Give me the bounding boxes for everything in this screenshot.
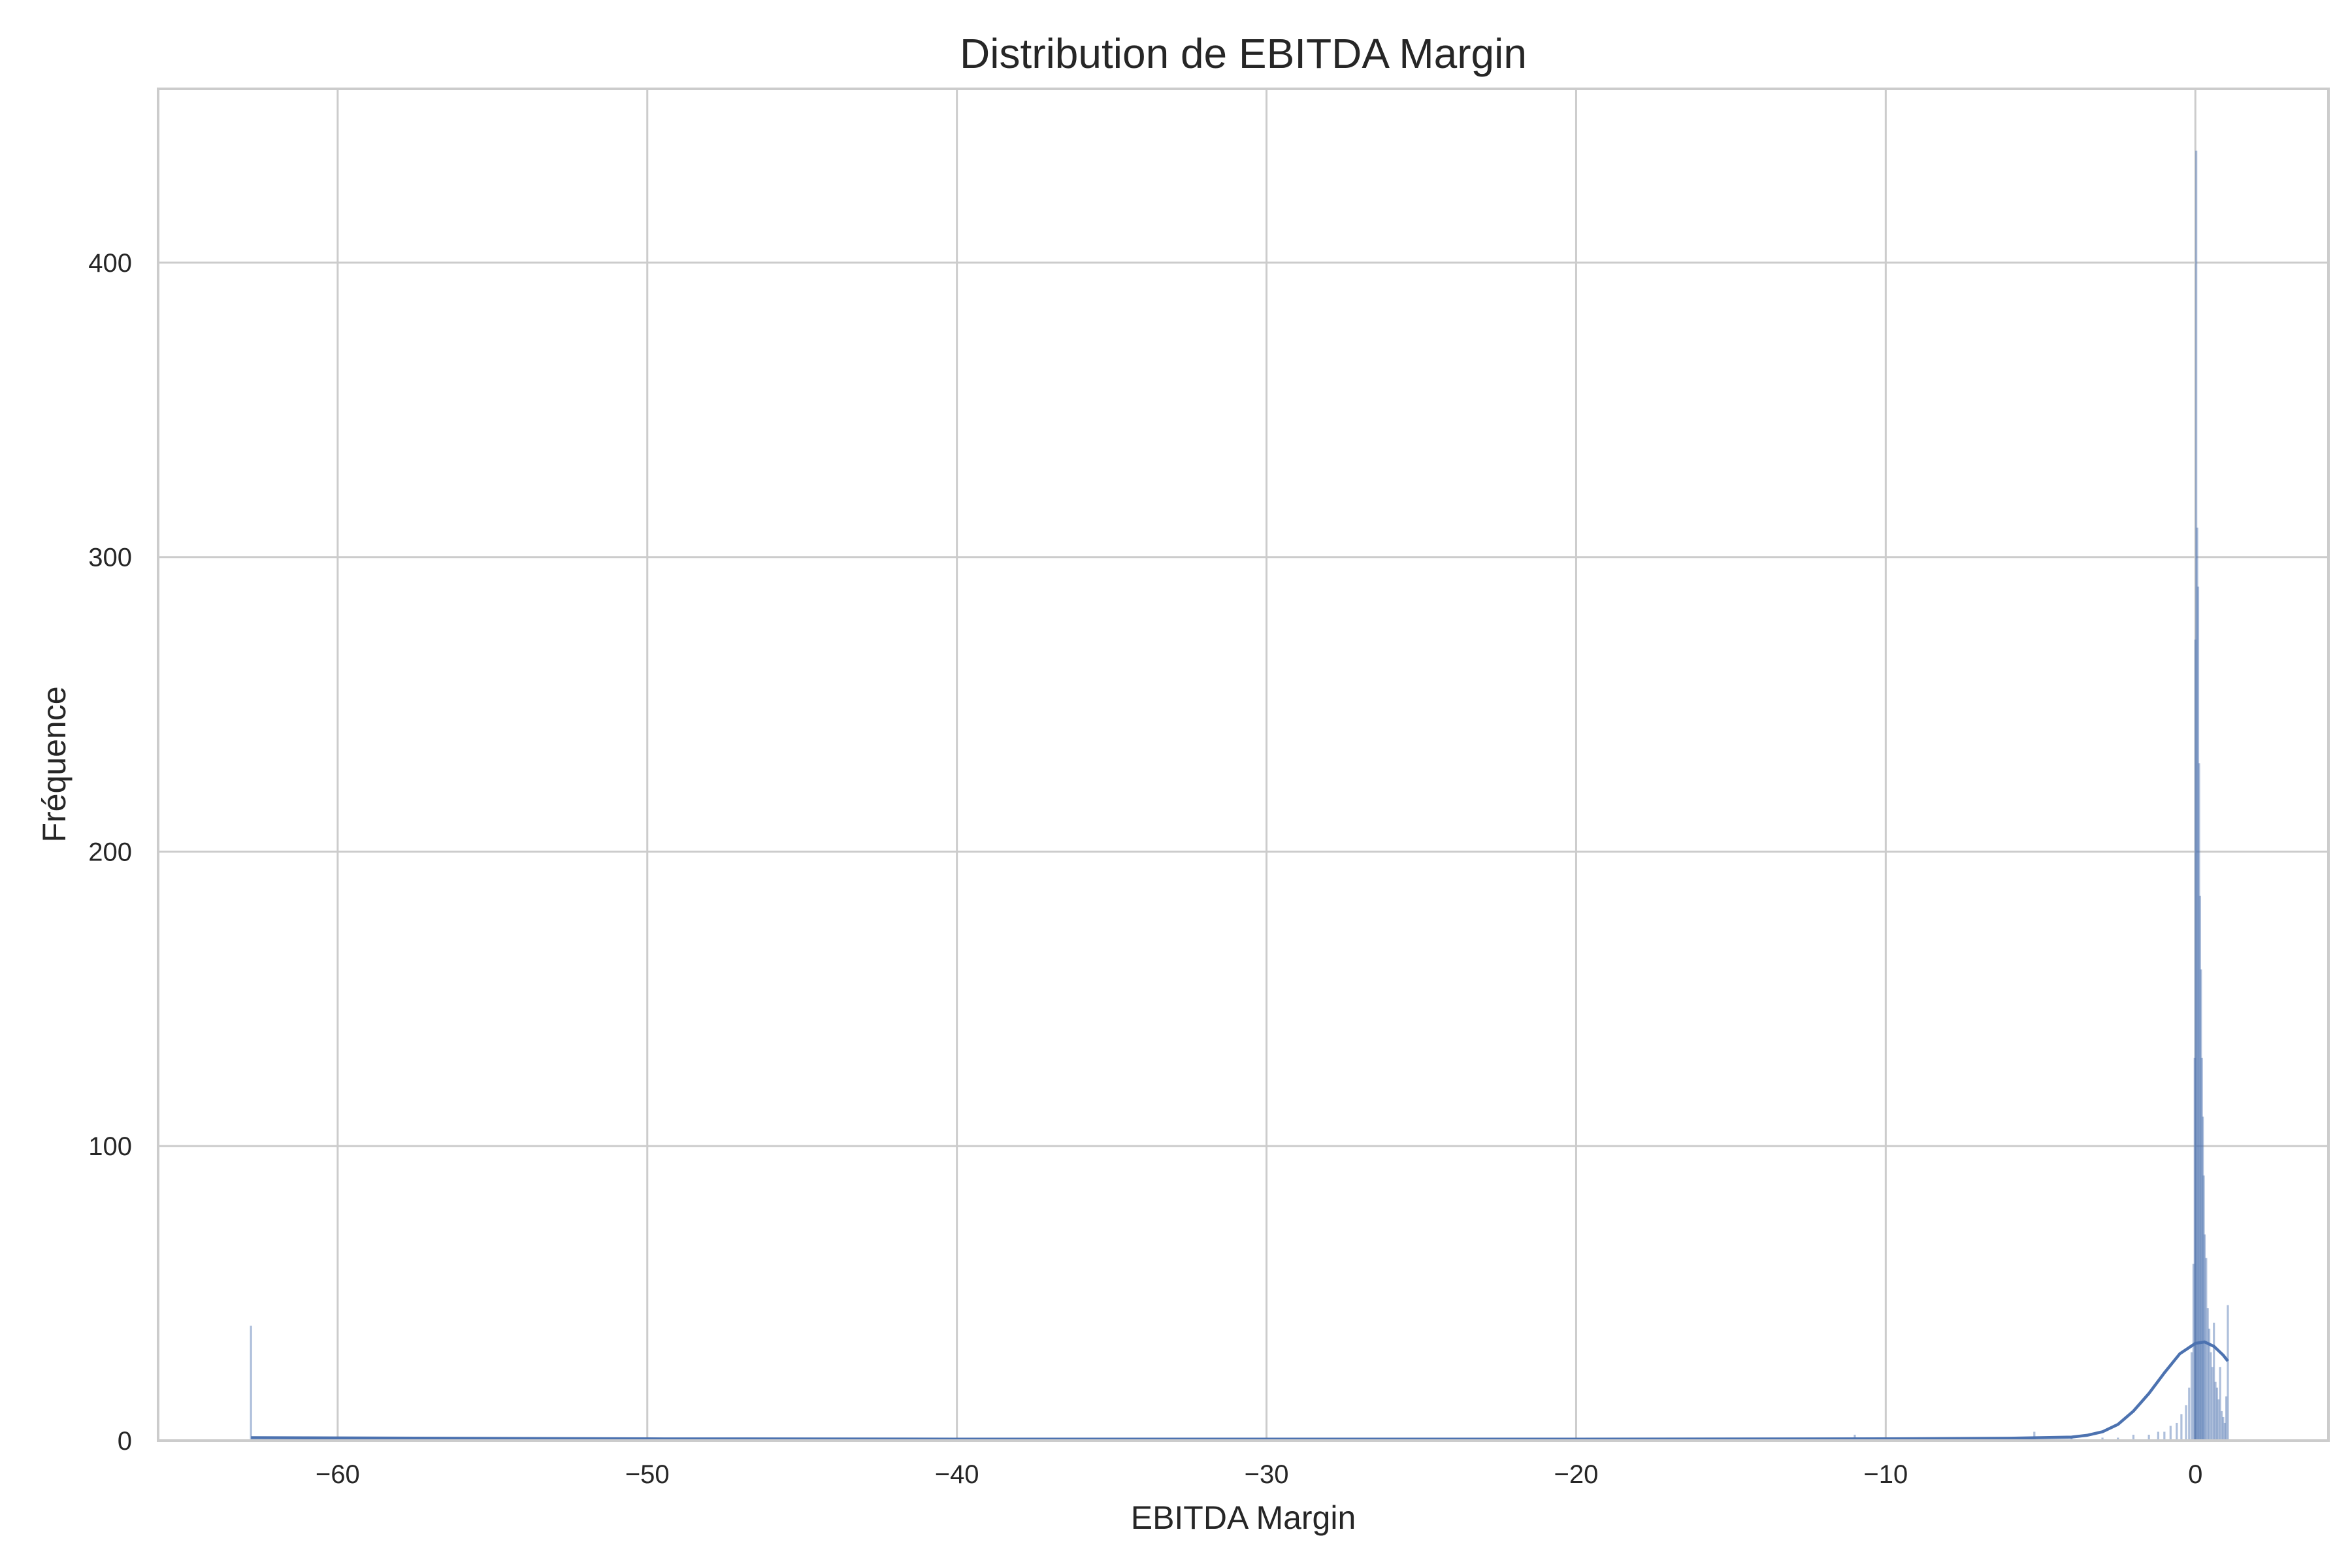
histogram-bar xyxy=(2198,896,2201,1441)
histogram-bar xyxy=(2220,1411,2223,1441)
histogram-bar xyxy=(2225,1396,2228,1441)
y-tick-label: 0 xyxy=(118,1427,132,1456)
x-tick-label: −60 xyxy=(316,1460,360,1489)
x-axis-label: EBITDA Margin xyxy=(1131,1499,1356,1536)
histogram-bar xyxy=(2227,1305,2229,1441)
kde-curve xyxy=(251,1340,2229,1441)
histogram-bar xyxy=(2210,1352,2212,1441)
histogram-bar xyxy=(2222,1416,2225,1441)
histogram-bar xyxy=(2194,639,2197,1441)
histogram-bar xyxy=(2219,1367,2221,1441)
histogram-bar xyxy=(2203,1234,2206,1441)
histogram-bar xyxy=(2198,763,2200,1441)
histogram-bar xyxy=(2180,1414,2183,1441)
x-tick-label: −20 xyxy=(1554,1460,1599,1489)
histogram-bar xyxy=(2214,1381,2217,1441)
histogram-bar xyxy=(2213,1322,2215,1441)
histogram-bar xyxy=(2200,1058,2203,1441)
histogram-bar xyxy=(2157,1431,2159,1441)
y-tick-labels: 0 100 200 300 400 xyxy=(88,249,132,1456)
y-tick-label: 400 xyxy=(88,249,132,278)
y-tick-label: 300 xyxy=(88,544,132,572)
histogram-bar xyxy=(2176,1422,2178,1441)
plot-frame xyxy=(157,88,2330,1442)
histogram-bar xyxy=(2132,1434,2135,1441)
histogram-bar xyxy=(2205,1258,2208,1441)
histogram-bar xyxy=(2206,1308,2209,1441)
histogram-bar xyxy=(2033,1431,2036,1441)
histogram-bar xyxy=(2190,1352,2193,1441)
grid-lines xyxy=(158,89,2328,1442)
histogram-bar xyxy=(2163,1431,2166,1441)
histogram-bar xyxy=(2196,527,2198,1441)
histogram-bar xyxy=(2208,1328,2211,1441)
histogram-bar xyxy=(2223,1422,2226,1441)
histogram-bar xyxy=(2188,1387,2191,1441)
x-tick-label: 0 xyxy=(2188,1460,2202,1489)
x-tick-label: −10 xyxy=(1863,1460,1908,1489)
histogram-bar xyxy=(2185,1405,2187,1441)
x-tick-labels: −60 −50 −40 −30 −20 −10 0 xyxy=(316,1460,2202,1489)
histogram-bar xyxy=(2201,1117,2204,1441)
histogram-bar xyxy=(2215,1387,2218,1441)
histogram-bar xyxy=(2217,1399,2220,1441)
y-tick-label: 200 xyxy=(88,838,132,866)
histogram-bars xyxy=(250,150,2229,1441)
histogram-bar xyxy=(2200,969,2202,1441)
chart-title: Distribution de EBITDA Margin xyxy=(960,30,1527,77)
histogram-bar xyxy=(2169,1426,2172,1441)
x-tick-label: −30 xyxy=(1245,1460,1289,1489)
histogram-bar xyxy=(2070,1437,2073,1441)
histogram-bar xyxy=(250,1326,252,1441)
histogram-bar xyxy=(2117,1437,2119,1441)
histogram-bar xyxy=(2192,1264,2195,1441)
histogram-bar xyxy=(2148,1434,2150,1441)
x-tick-label: −50 xyxy=(625,1460,670,1489)
x-tick-label: −40 xyxy=(935,1460,979,1489)
histogram-bar xyxy=(2193,1058,2196,1441)
y-tick-label: 100 xyxy=(88,1132,132,1161)
histogram-bar xyxy=(2197,586,2200,1441)
kde-curve-layer xyxy=(251,1340,2229,1441)
histogram-bar xyxy=(2195,150,2198,1441)
histogram-bar xyxy=(2211,1367,2213,1441)
histogram-bar xyxy=(2101,1437,2104,1441)
histogram-bar xyxy=(2202,1175,2205,1441)
y-axis-label: Fréquence xyxy=(36,686,73,842)
